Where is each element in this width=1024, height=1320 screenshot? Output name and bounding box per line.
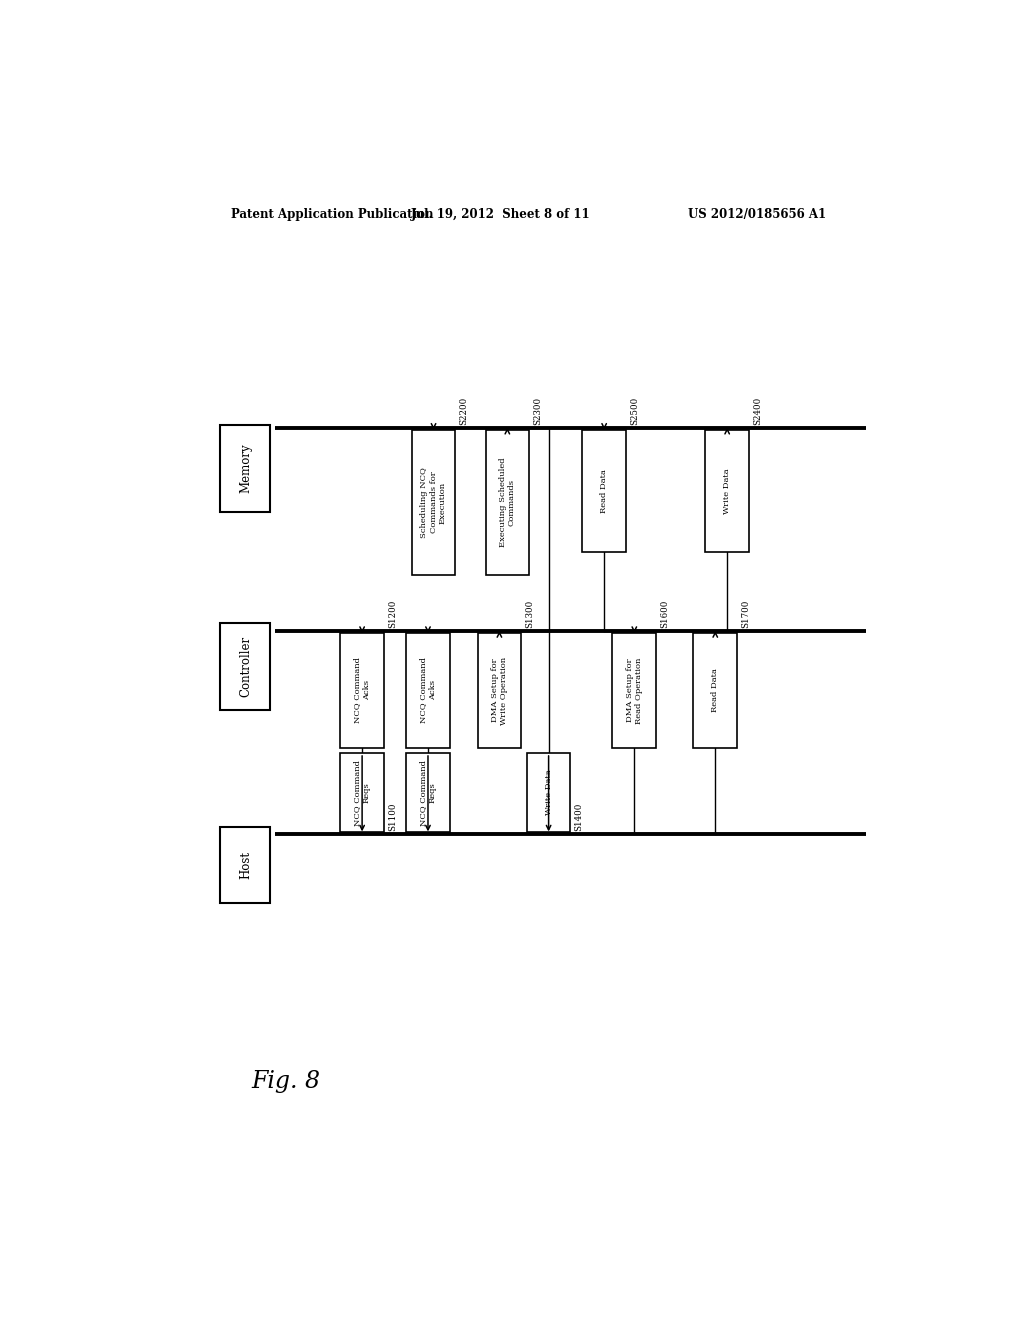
Text: S2500: S2500 [630, 396, 639, 425]
Text: Read Data: Read Data [712, 668, 719, 713]
Text: Write Data: Write Data [723, 469, 731, 513]
Text: NCQ Command
Reqs: NCQ Command Reqs [353, 759, 371, 825]
Text: S1300: S1300 [525, 599, 535, 628]
Text: Fig. 8: Fig. 8 [251, 1069, 321, 1093]
Bar [220, 826, 270, 903]
Text: S1200: S1200 [388, 599, 397, 628]
Bar [220, 425, 270, 512]
Text: NCQ Command
Acks: NCQ Command Acks [353, 657, 371, 723]
Text: Memory: Memory [239, 444, 252, 494]
Bar [612, 634, 656, 748]
Text: Read Data: Read Data [600, 469, 608, 512]
Text: Patent Application Publication: Patent Application Publication [231, 207, 434, 220]
Bar [477, 634, 521, 748]
Bar [407, 752, 450, 833]
Text: US 2012/0185656 A1: US 2012/0185656 A1 [688, 207, 826, 220]
Bar [340, 752, 384, 833]
Text: Scheduling NCQ
Commands for
Execution: Scheduling NCQ Commands for Execution [420, 467, 446, 537]
Bar [407, 634, 450, 748]
Bar [412, 430, 456, 576]
Text: S1700: S1700 [741, 599, 750, 628]
Text: S1100: S1100 [388, 803, 397, 832]
Text: Controller: Controller [239, 636, 252, 697]
Text: S2400: S2400 [753, 396, 762, 425]
Text: Host: Host [239, 851, 252, 879]
Bar [220, 623, 270, 710]
Text: NCQ Command
Reqs: NCQ Command Reqs [420, 759, 436, 825]
Text: S1400: S1400 [574, 803, 584, 832]
Bar [340, 634, 384, 748]
Text: DMA Setup for
Write Operation: DMA Setup for Write Operation [490, 656, 508, 725]
Text: Write Data: Write Data [545, 770, 553, 816]
Bar [706, 430, 749, 552]
Text: S2200: S2200 [460, 396, 468, 425]
Bar [526, 752, 570, 833]
Text: Jul. 19, 2012  Sheet 8 of 11: Jul. 19, 2012 Sheet 8 of 11 [412, 207, 591, 220]
Bar [693, 634, 737, 748]
Text: NCQ Command
Acks: NCQ Command Acks [420, 657, 436, 723]
Text: S2300: S2300 [534, 396, 542, 425]
Text: DMA Setup for
Read Operation: DMA Setup for Read Operation [626, 657, 643, 723]
Bar [583, 430, 626, 552]
Bar [485, 430, 529, 576]
Text: S1600: S1600 [660, 599, 669, 628]
Text: Executing Scheduled
Commands: Executing Scheduled Commands [499, 458, 516, 548]
